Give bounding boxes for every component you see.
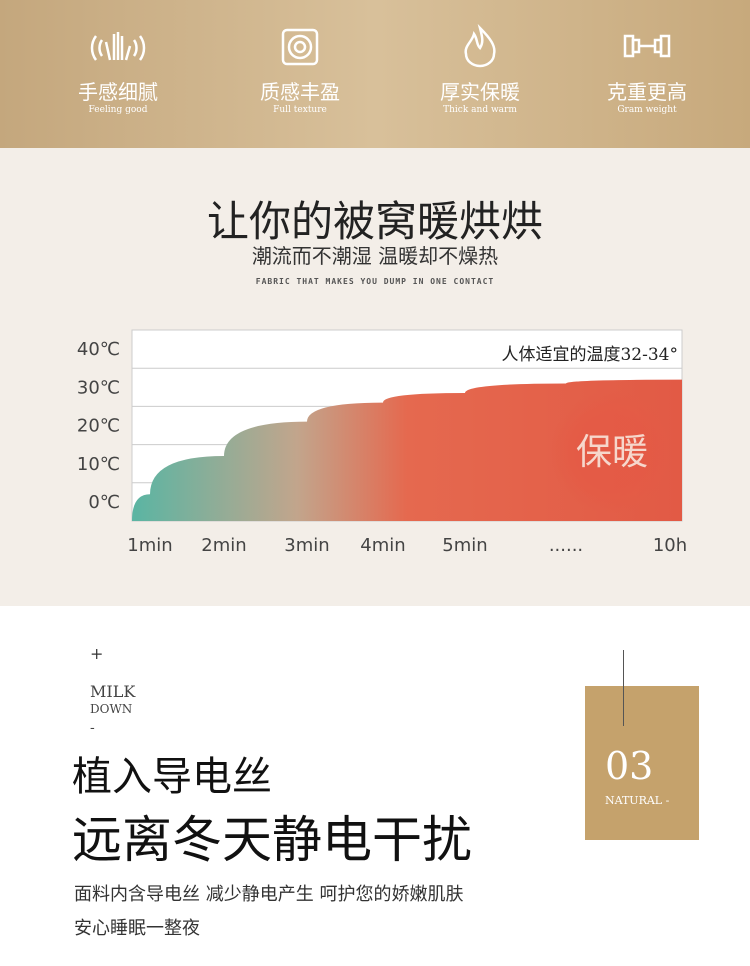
badge-text: 保暖 [576,432,648,473]
x-tick-label: 4min [360,535,405,556]
feature-subtitle: Gram weight [617,105,677,115]
icon [90,32,146,61]
x-tick-label: 10h [653,535,687,556]
heading: 植入导电丝 [72,754,272,800]
x-tick-label: 1min [127,535,172,556]
feature: 质感丰盈 Full texture [220,24,380,115]
feature-title: 手感细腻 [78,80,158,104]
x-tick-label: 5min [442,535,487,556]
x-tick-label: ...... [549,535,583,556]
y-tick-label: 20℃ [77,416,120,437]
feature: 克重更高 Gram weight [567,24,727,115]
feature-subtitle: Thick and warm [443,105,517,115]
badge-glow [550,390,674,514]
y-tick-label: 10℃ [77,454,120,475]
feature-subtitle: Full texture [273,105,327,115]
y-tick-label: 40℃ [77,339,120,360]
badge-line [623,650,624,726]
badge-label: NATURAL - [605,794,670,807]
feature-title: 质感丰盈 [260,80,340,104]
x-tick-label: 3min [284,535,329,556]
badge-number: 03 [605,744,654,788]
icon [281,28,319,66]
feature-banner: 手感细腻 Feeling good 质感丰盈 Full texture 厚实保暖 Th… [0,0,750,148]
tag: DOWN [90,702,133,716]
body-text: 安心睡眠一整夜 [74,918,200,939]
y-tick-label: 0℃ [88,492,120,513]
feature-subtitle: Feeling good [88,105,148,115]
tagline: FABRIC THAT MAKES YOU DUMP IN ONE CONTAC… [255,277,495,286]
section-title: 让你的被窝暖烘烘 [206,197,543,246]
feature: 厚实保暖 Thick and warm [400,23,560,115]
feature: 手感细腻 Feeling good [38,24,198,115]
x-tick-label: 2min [201,535,246,556]
plus: + [90,644,104,663]
dash: - [90,720,95,736]
annotation: 人体适宜的温度32-34° [501,345,678,365]
section-subtitle: 潮流而不潮湿 温暖却不燥热 [251,244,499,268]
icon [623,34,671,58]
area [132,379,682,521]
badge: 03 NATURAL - [585,686,699,840]
body-text: 面料内含导电丝 减少静电产生 呵护您的娇嫩肌肤 [74,884,464,905]
icon [464,23,496,68]
chart: 0℃ 10℃ 20℃ 30℃ 40℃ 保暖 人体适宜的温度32-34° 1min 2min 3mi… [77,329,687,556]
tag: MILK [90,682,136,701]
heading: 远离冬天静电干扰 [72,811,472,869]
feature-title: 厚实保暖 [440,80,520,104]
feature-title: 克重更高 [607,80,687,104]
y-tick-label: 30℃ [77,377,120,398]
